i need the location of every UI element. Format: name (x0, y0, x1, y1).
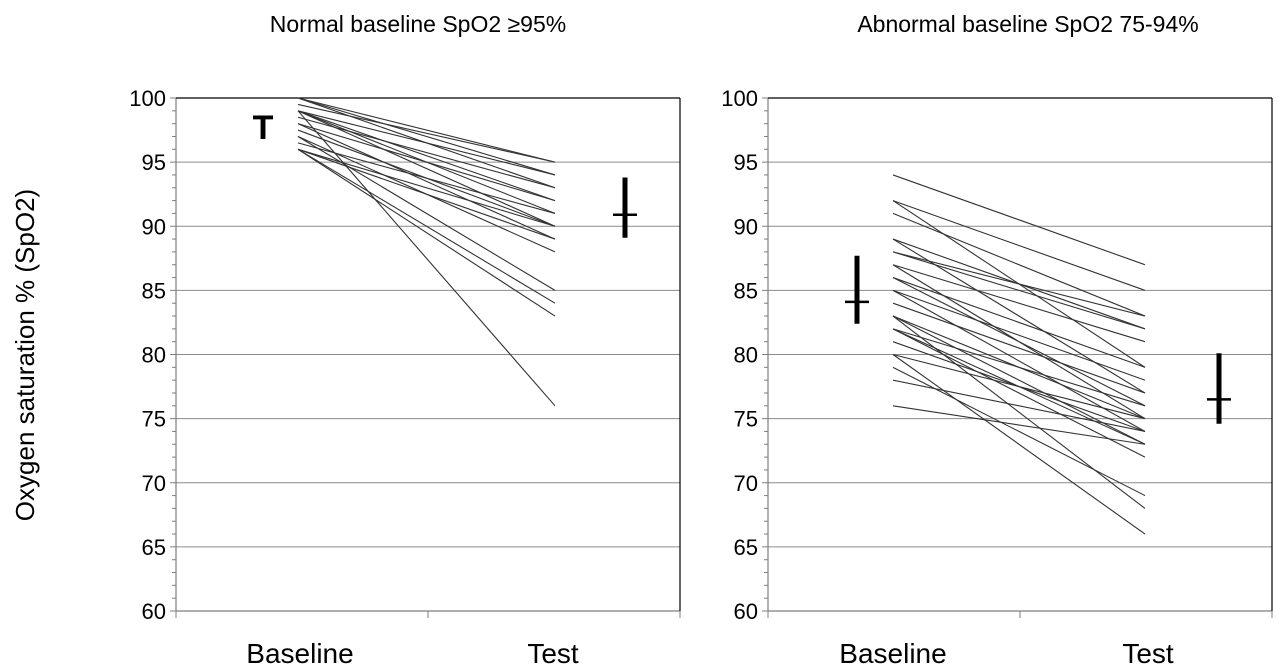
y-tick-label: 85 (142, 278, 166, 303)
subject-line (297, 148, 556, 304)
subject-line (892, 379, 1146, 432)
subject-line (892, 277, 1146, 368)
subject-line (297, 142, 556, 214)
y-tick-label: 95 (734, 150, 758, 175)
y-tick-label: 65 (142, 535, 166, 560)
subject-line (297, 148, 556, 317)
subject-line (892, 212, 1146, 317)
x-category-label: Baseline (839, 638, 946, 666)
subject-line (297, 123, 556, 202)
y-tick-label: 60 (734, 599, 758, 624)
subject-line (892, 251, 1146, 330)
y-axis-title: Oxygen saturation % (SpO2) (10, 189, 40, 521)
subject-line (892, 353, 1146, 420)
y-tick-label: 70 (142, 471, 166, 496)
subject-line (297, 136, 556, 291)
chart-title: Normal baseline SpO2 ≥95% (270, 11, 566, 37)
chart-panel-1: Normal baseline SpO2 ≥95% 100 95 90 85 80 75 70… (129, 11, 681, 666)
chart-panel-2: Abnormal baseline SpO2 75-94% 100 95 90 85 80… (721, 11, 1273, 666)
subject-line (297, 116, 556, 189)
subject-line (297, 123, 556, 240)
baseline-summary-label: T (253, 109, 274, 147)
subject-line (297, 97, 556, 163)
subject-line (892, 289, 1146, 381)
subject-line (297, 103, 556, 163)
subject-line (892, 354, 1146, 535)
y-tick-label: 80 (142, 343, 166, 368)
x-category-label: Baseline (246, 638, 353, 666)
subject-line (892, 315, 1146, 509)
subject-line (892, 264, 1146, 343)
subject-line (892, 277, 1146, 407)
subject-line (892, 405, 1146, 445)
y-tick-label: 90 (142, 214, 166, 239)
subject-line (297, 110, 556, 176)
subject-line (892, 174, 1146, 266)
subject-line (297, 148, 556, 240)
x-category-label: Test (1122, 638, 1174, 666)
y-tick-label: 65 (734, 535, 758, 560)
subject-line (297, 148, 556, 227)
y-tick-label: 60 (142, 599, 166, 624)
subject-line (297, 110, 556, 407)
y-tick-label: 100 (721, 86, 758, 111)
chart-title: Abnormal baseline SpO2 75-94% (857, 11, 1198, 37)
subject-line (297, 97, 556, 176)
y-tick-label: 75 (142, 407, 166, 432)
subject-line (892, 251, 1146, 317)
y-tick-label: 85 (734, 278, 758, 303)
subject-line (892, 289, 1146, 432)
y-tick-label: 75 (734, 407, 758, 432)
subject-line (892, 328, 1146, 407)
subject-line (297, 110, 556, 227)
y-tick-label: 70 (734, 471, 758, 496)
subject-line (892, 200, 1146, 291)
subject-line (892, 238, 1146, 394)
x-category-label: Test (527, 638, 579, 666)
subject-line (892, 328, 1146, 458)
subject-line (297, 110, 556, 202)
y-tick-label: 95 (142, 150, 166, 175)
y-tick-label: 80 (734, 343, 758, 368)
y-tick-label: 100 (129, 86, 166, 111)
subject-line (892, 302, 1146, 394)
y-tick-label: 90 (734, 214, 758, 239)
